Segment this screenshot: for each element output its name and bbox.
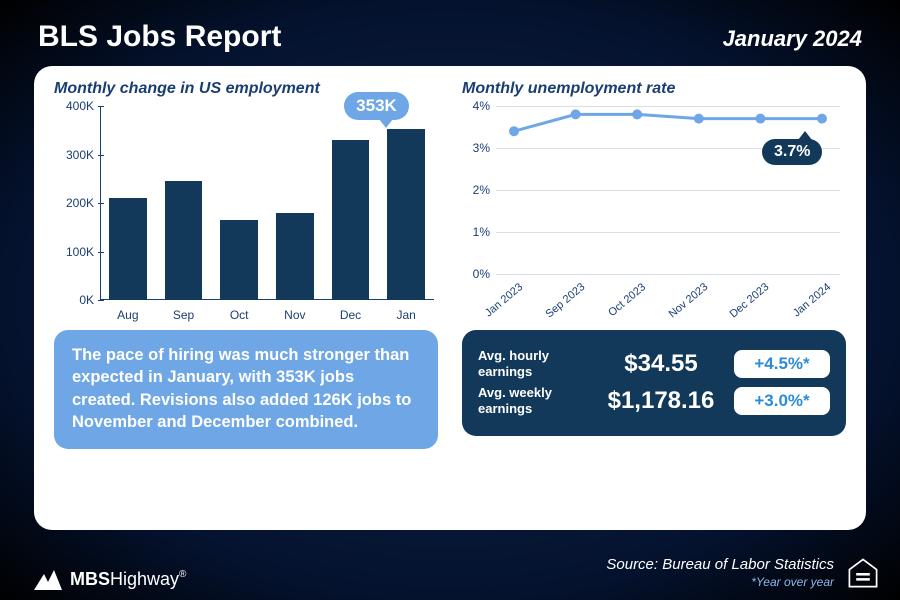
bar-y-label: 100K bbox=[54, 245, 94, 259]
source-area: Source: Bureau of Labor Statistics *Year… bbox=[606, 556, 880, 590]
line-x-label: Oct 2023 bbox=[606, 281, 648, 319]
bar-x-label: Dec bbox=[340, 308, 361, 322]
bar-y-label: 400K bbox=[54, 99, 94, 113]
earnings-row: Avg. weekly earnings $1,178.16 +3.0%* bbox=[478, 385, 830, 416]
line-marker bbox=[818, 114, 827, 123]
bar-x-label: Nov bbox=[284, 308, 305, 322]
brand: MBSHighway® bbox=[34, 569, 186, 590]
source-note: *Year over year bbox=[606, 575, 834, 590]
brand-logo-icon bbox=[34, 570, 62, 590]
earnings-label: Avg. hourly earnings bbox=[478, 348, 588, 379]
line-chart: 0%1%2%3%4%Jan 2023Sep 2023Oct 2023Nov 20… bbox=[462, 104, 846, 320]
bar-y-label: 200K bbox=[54, 196, 94, 210]
bar bbox=[109, 198, 147, 300]
brand-bold: MBS bbox=[70, 569, 110, 589]
line-x-label: Sep 2023 bbox=[543, 281, 587, 320]
line-y-label: 4% bbox=[462, 99, 490, 113]
bar bbox=[220, 220, 258, 300]
bar-x-label: Sep bbox=[173, 308, 194, 322]
bar-x-label: Oct bbox=[230, 308, 249, 322]
line-marker bbox=[694, 114, 703, 123]
bar-callout: 353K bbox=[344, 92, 409, 120]
bar-chart: 0K100K200K300K400KAugSepOctNovDecJan353K bbox=[54, 104, 438, 324]
line-marker bbox=[571, 110, 580, 119]
report-period: January 2024 bbox=[723, 26, 862, 52]
page-title: BLS Jobs Report bbox=[38, 20, 281, 54]
line-y-label: 0% bbox=[462, 267, 490, 281]
line-gridline bbox=[496, 274, 840, 275]
footer: MBSHighway® Source: Bureau of Labor Stat… bbox=[34, 556, 880, 590]
bar bbox=[165, 181, 203, 300]
earnings-row: Avg. hourly earnings $34.55 +4.5%* bbox=[478, 348, 830, 379]
line-marker bbox=[510, 127, 519, 136]
brand-suffix: ® bbox=[179, 569, 186, 580]
bar bbox=[387, 129, 425, 300]
line-callout: 3.7% bbox=[762, 139, 822, 165]
bar-y-label: 300K bbox=[54, 148, 94, 162]
line-x-label: Nov 2023 bbox=[666, 281, 710, 320]
line-chart-title: Monthly unemployment rate bbox=[462, 80, 846, 98]
earnings-value: $34.55 bbox=[598, 350, 724, 378]
source-text: Source: Bureau of Labor Statistics bbox=[606, 556, 834, 573]
brand-text: MBSHighway® bbox=[70, 569, 186, 590]
line-marker bbox=[633, 110, 642, 119]
earnings-box: Avg. hourly earnings $34.55 +4.5%* Avg. wee… bbox=[462, 330, 846, 436]
line-x-label: Jan 2023 bbox=[483, 281, 525, 319]
earnings-value: $1,178.16 bbox=[598, 387, 724, 415]
bar bbox=[332, 140, 370, 300]
content-card: Monthly change in US employment 0K100K20… bbox=[34, 66, 866, 530]
line-gridline bbox=[496, 106, 840, 107]
bar bbox=[276, 213, 314, 300]
left-panel: Monthly change in US employment 0K100K20… bbox=[54, 80, 438, 514]
line-series bbox=[514, 114, 822, 131]
earnings-change-pill: +3.0%* bbox=[734, 387, 830, 415]
equal-housing-icon bbox=[846, 556, 880, 590]
summary-box: The pace of hiring was much stronger tha… bbox=[54, 330, 438, 449]
line-x-label: Jan 2024 bbox=[791, 281, 833, 319]
brand-light: Highway bbox=[110, 569, 179, 589]
line-y-label: 1% bbox=[462, 225, 490, 239]
right-panel: Monthly unemployment rate 0% 1% 2% 3% 4% Jan … bbox=[462, 80, 846, 514]
earnings-label: Avg. weekly earnings bbox=[478, 385, 588, 416]
earnings-change-pill: +4.5%* bbox=[734, 350, 830, 378]
bar-x-label: Aug bbox=[117, 308, 138, 322]
bar-y-label: 0K bbox=[54, 293, 94, 307]
line-marker bbox=[756, 114, 765, 123]
bar-plot-area bbox=[100, 106, 434, 300]
line-y-label: 2% bbox=[462, 183, 490, 197]
header: BLS Jobs Report January 2024 bbox=[38, 20, 862, 54]
line-gridline bbox=[496, 232, 840, 233]
line-gridline bbox=[496, 190, 840, 191]
summary-text: The pace of hiring was much stronger tha… bbox=[72, 346, 411, 431]
line-y-label: 3% bbox=[462, 141, 490, 155]
bar-x-label: Jan bbox=[396, 308, 415, 322]
line-x-label: Dec 2023 bbox=[728, 281, 772, 320]
